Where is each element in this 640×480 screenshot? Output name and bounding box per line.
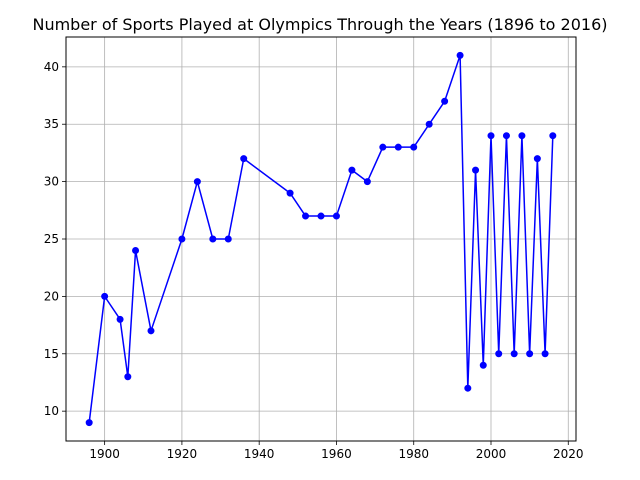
- data-point: [332, 212, 340, 220]
- data-point: [240, 155, 248, 163]
- data-point: [348, 166, 356, 174]
- y-tick-label: 25: [44, 232, 59, 246]
- y-tick-label: 20: [44, 289, 59, 303]
- data-point: [479, 361, 487, 369]
- data-point: [132, 246, 140, 254]
- data-point: [85, 419, 93, 427]
- x-tick-label: 2020: [553, 447, 584, 461]
- data-point: [495, 350, 503, 358]
- data-point: [510, 350, 518, 358]
- chart-title: Number of Sports Played at Olympics Thro…: [32, 15, 607, 34]
- y-tick-label: 10: [44, 404, 59, 418]
- data-point: [472, 166, 480, 174]
- x-tick-label: 1920: [167, 447, 198, 461]
- data-point: [363, 178, 371, 186]
- data-point: [518, 132, 526, 140]
- x-tick-label: 1980: [398, 447, 429, 461]
- data-point: [526, 350, 534, 358]
- x-tick-label: 1940: [244, 447, 275, 461]
- data-point: [224, 235, 232, 243]
- data-point: [549, 132, 557, 140]
- data-point: [533, 155, 541, 163]
- data-point: [379, 143, 387, 151]
- y-tick-label: 30: [44, 175, 59, 189]
- data-point: [101, 292, 109, 300]
- axis-ticks: 1900 1920 1940 1960 1980 2000 2020 10 15 20 25 30 35…: [44, 60, 584, 461]
- data-point: [124, 373, 132, 381]
- data-point: [209, 235, 217, 243]
- x-tick-label: 1960: [321, 447, 352, 461]
- data-point: [441, 97, 449, 105]
- grid-lines: [66, 37, 576, 441]
- data-point: [394, 143, 402, 151]
- data-point: [116, 315, 124, 323]
- y-tick-label: 35: [44, 117, 59, 131]
- y-tick-label: 15: [44, 347, 59, 361]
- x-tick-label: 2000: [476, 447, 507, 461]
- data-point: [178, 235, 186, 243]
- y-tick-label: 40: [44, 60, 59, 74]
- x-tick-label: 1900: [89, 447, 120, 461]
- data-point: [456, 51, 464, 59]
- data-point: [464, 384, 472, 392]
- data-point: [286, 189, 294, 197]
- data-point: [502, 132, 510, 140]
- data-point: [425, 120, 433, 128]
- data-point: [147, 327, 155, 335]
- data-point: [193, 178, 201, 186]
- data-point: [487, 132, 495, 140]
- data-point: [410, 143, 418, 151]
- data-point: [317, 212, 325, 220]
- series-layer: [85, 51, 557, 427]
- data-point: [541, 350, 549, 358]
- data-point: [302, 212, 310, 220]
